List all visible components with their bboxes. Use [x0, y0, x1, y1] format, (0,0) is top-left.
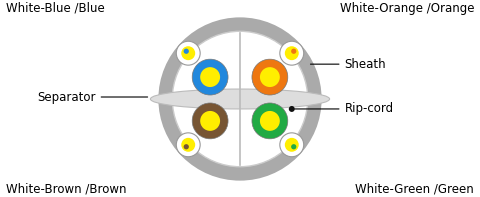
Circle shape — [285, 138, 299, 152]
Circle shape — [289, 106, 295, 112]
Ellipse shape — [150, 89, 330, 109]
Circle shape — [280, 41, 304, 65]
Circle shape — [181, 46, 195, 60]
Circle shape — [172, 31, 308, 167]
Text: Sheath: Sheath — [311, 58, 386, 71]
Circle shape — [252, 59, 288, 95]
Circle shape — [192, 59, 228, 95]
Circle shape — [176, 133, 200, 157]
Text: Separator: Separator — [37, 90, 148, 103]
Text: White-Green /Green: White-Green /Green — [355, 182, 474, 195]
Circle shape — [200, 67, 220, 87]
Circle shape — [158, 17, 322, 181]
Text: White-Brown /Brown: White-Brown /Brown — [6, 182, 126, 195]
Circle shape — [260, 67, 280, 87]
Circle shape — [192, 103, 228, 139]
Circle shape — [176, 41, 200, 65]
Circle shape — [181, 138, 195, 152]
Circle shape — [252, 103, 288, 139]
Circle shape — [184, 144, 189, 149]
Circle shape — [260, 111, 280, 131]
Circle shape — [200, 111, 220, 131]
Text: Rip-cord: Rip-cord — [295, 102, 394, 115]
Circle shape — [184, 49, 189, 54]
Text: White-Blue /Blue: White-Blue /Blue — [6, 2, 105, 15]
Text: White-Orange /Orange: White-Orange /Orange — [340, 2, 474, 15]
Circle shape — [280, 133, 304, 157]
Circle shape — [291, 144, 296, 149]
Circle shape — [291, 49, 296, 54]
Circle shape — [285, 46, 299, 60]
